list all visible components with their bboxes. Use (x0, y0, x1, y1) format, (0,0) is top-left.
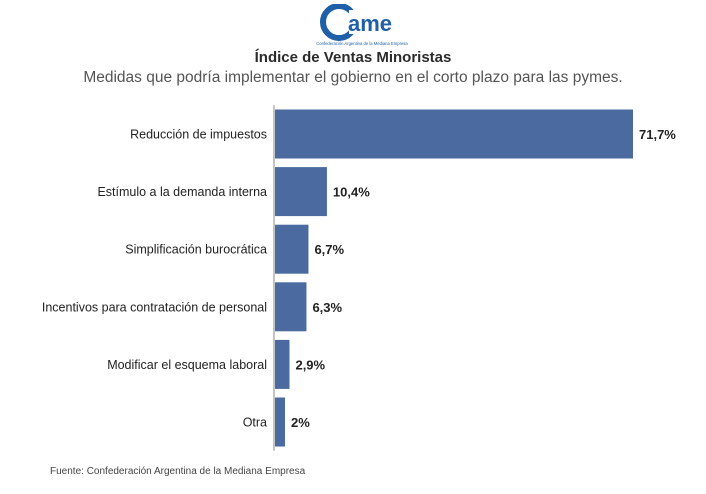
bar (275, 109, 633, 159)
chart-subtitle: Medidas que podría implementar el gobier… (83, 69, 623, 86)
bar (275, 339, 290, 389)
bar (275, 397, 285, 447)
data-label: 2,9% (295, 357, 325, 372)
category-label: Simplificación burocrática (125, 243, 267, 257)
logo-wordmark: ame (348, 11, 392, 36)
data-label: 6,3% (312, 300, 342, 315)
category-label: Modificar el esquema laboral (107, 358, 267, 372)
source-note: Fuente: Confederación Argentina de la Me… (50, 466, 306, 477)
data-label: 71,7% (639, 127, 676, 142)
data-label: 2% (291, 415, 310, 430)
data-label: 10,4% (333, 185, 370, 200)
category-label: Reducción de impuestos (130, 128, 267, 142)
category-label: Otra (243, 416, 267, 430)
category-label: Estímulo a la demanda interna (97, 185, 267, 199)
bar (275, 167, 327, 217)
chart-title: Índice de Ventas Minoristas (254, 49, 452, 66)
bar (275, 224, 309, 274)
data-label: 6,7% (314, 242, 344, 257)
came-logo: ame Confederación Argentina de la Median… (316, 4, 408, 46)
logo-tagline: Confederación Argentina de la Mediana Em… (316, 41, 408, 46)
category-label: Incentivos para contratación de personal (42, 300, 267, 314)
bar (275, 282, 307, 332)
